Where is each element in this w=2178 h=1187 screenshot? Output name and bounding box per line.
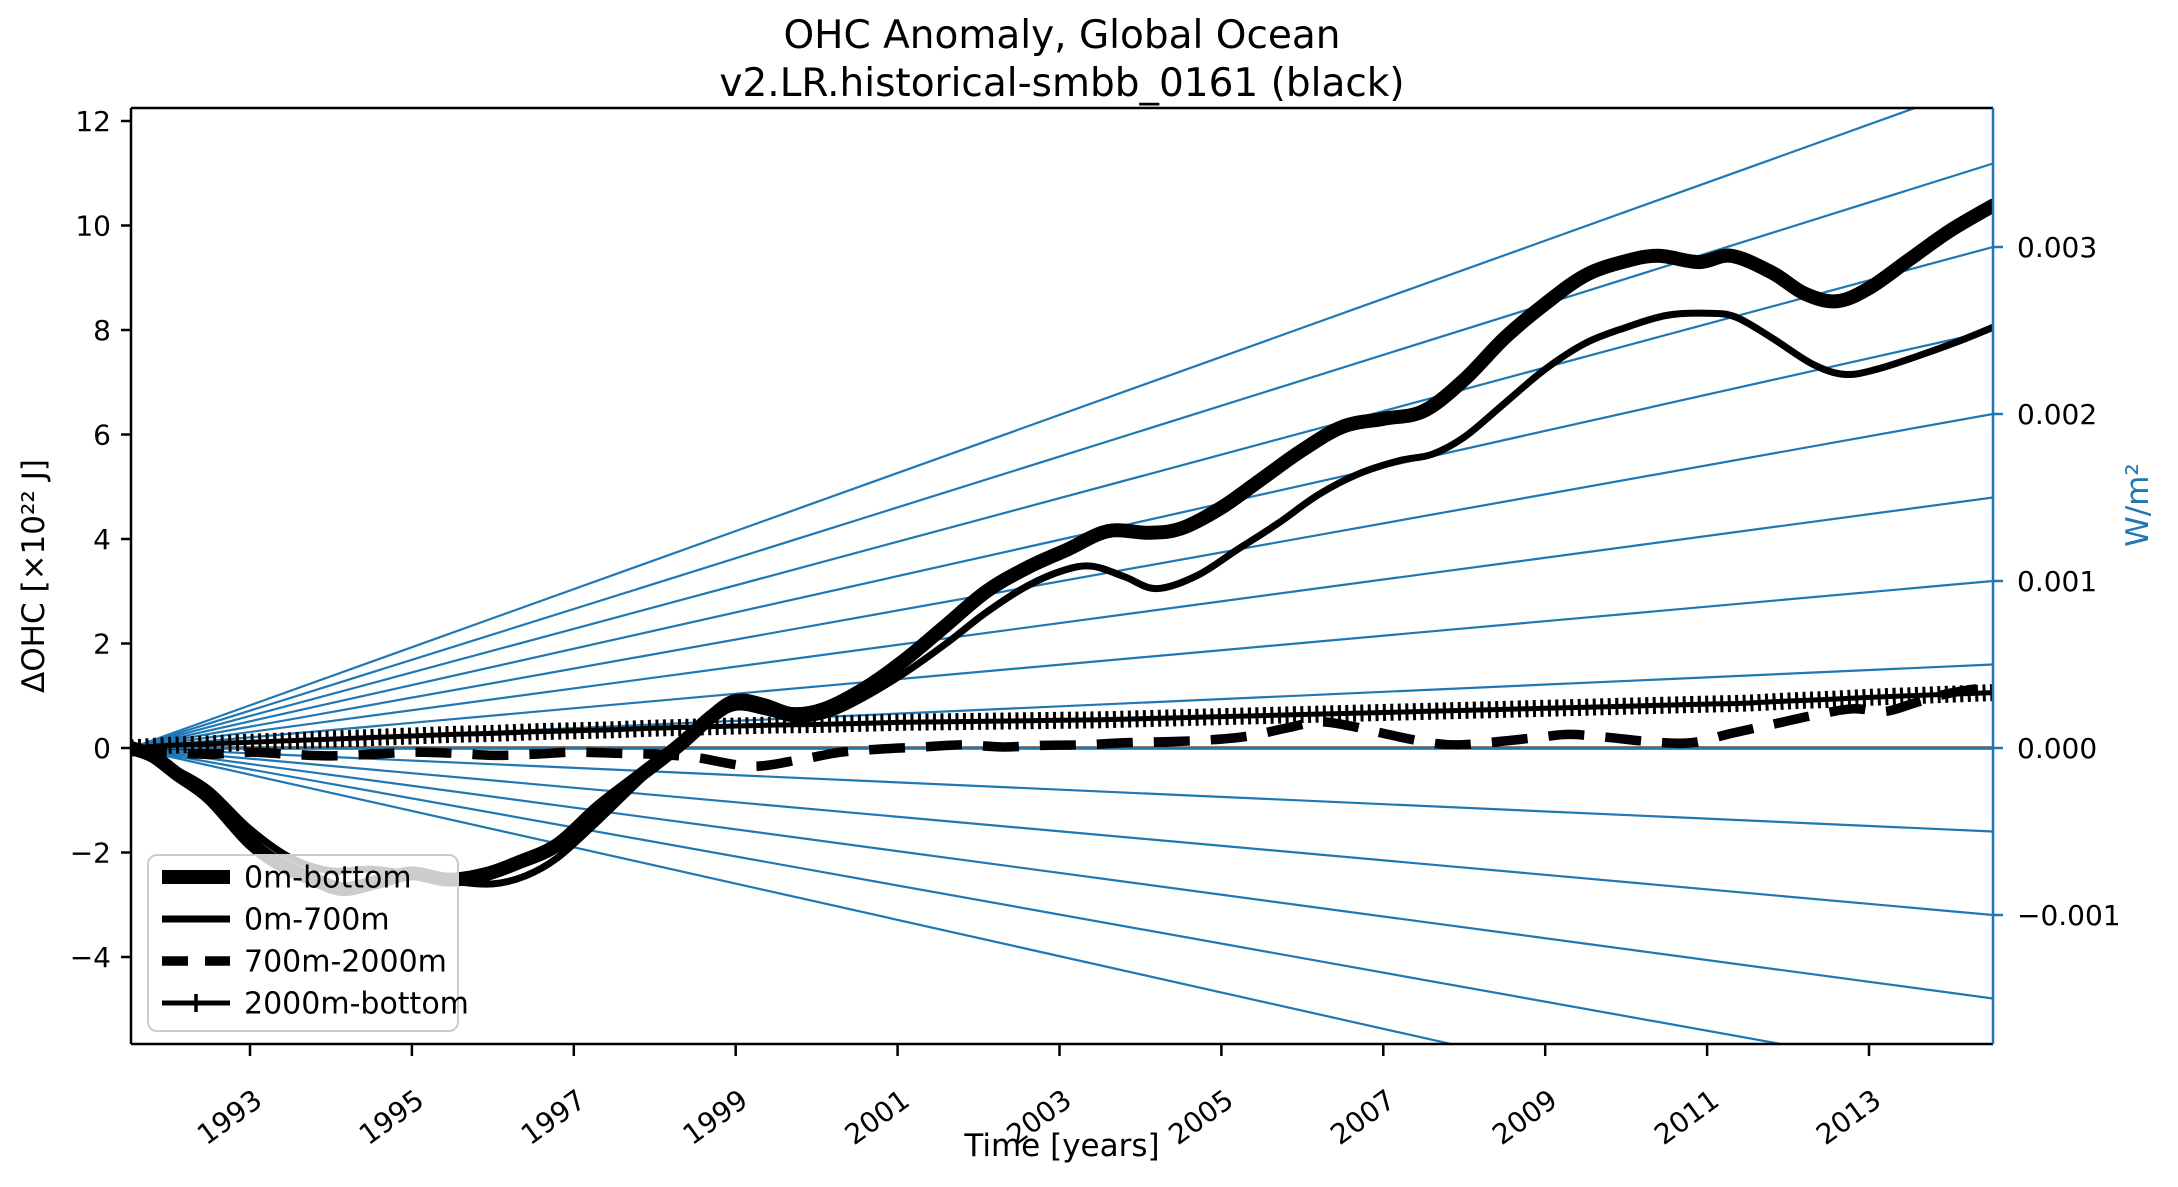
y-left-tick-label: 0 <box>93 732 111 765</box>
y-left-tick-label: 2 <box>93 627 111 660</box>
y-right-tick-label: 0.001 <box>2017 565 2097 598</box>
series-2000m-bottom <box>131 690 1993 751</box>
y-left-tick-label: −4 <box>70 941 111 974</box>
flux-line <box>131 746 1993 833</box>
flux-line <box>131 496 1993 750</box>
y-axis-label-left: ΔOHC [×10²² J] <box>16 459 52 693</box>
y-right-tick-label: 0.002 <box>2017 398 2097 431</box>
flux-line <box>131 412 1993 750</box>
legend: 0m-bottom 0m-700m 700m-2000m 2000m-botto… <box>147 854 469 1032</box>
chart-title-line1: OHC Anomaly, Global Ocean <box>783 13 1340 58</box>
x-tick-label: 2011 <box>1648 1083 1725 1152</box>
x-tick-label: 2005 <box>1162 1083 1239 1152</box>
legend-label-0m-700m: 0m-700m <box>244 903 390 938</box>
x-tick-label: 1995 <box>353 1083 430 1152</box>
flux-line <box>131 746 1457 1044</box>
legend-line-samples <box>162 870 230 1012</box>
x-tick-label: 1993 <box>191 1083 268 1152</box>
flux-line <box>131 245 1993 750</box>
x-tick-label: 2013 <box>1810 1083 1887 1152</box>
y-right-tick-label: −0.001 <box>2017 899 2121 932</box>
y-right-tick-label: 0.000 <box>2017 732 2097 765</box>
x-tick-label: 2009 <box>1486 1083 1563 1152</box>
y-left-tick-label: 10 <box>75 209 111 242</box>
y-axis-label-right: W/m² <box>2120 463 2156 547</box>
x-tick-label: 1997 <box>515 1083 592 1152</box>
legend-label-2000m-bottom: 2000m-bottom <box>244 987 469 1022</box>
legend-frame <box>147 854 459 1032</box>
legend-label-0m-bottom: 0m-bottom <box>244 861 412 896</box>
x-axis-label: Time [years] <box>963 1128 1159 1164</box>
flux-line <box>131 746 1788 1044</box>
flux-line <box>131 746 1993 1000</box>
flux-line <box>131 329 1993 750</box>
legend-label-700m-2000m: 700m-2000m <box>244 945 447 980</box>
y-left-tick-label: 6 <box>93 418 111 451</box>
x-tick-label: 1999 <box>677 1083 754 1152</box>
y-right-tick-label: 0.003 <box>2017 231 2097 264</box>
flux-line <box>131 746 1993 917</box>
y-left-tick-label: −2 <box>70 836 111 869</box>
x-tick-label: 2007 <box>1324 1083 1401 1152</box>
flux-line <box>131 108 1919 750</box>
series-700m-2000m <box>131 681 1993 772</box>
y-left-tick-label: 4 <box>93 523 111 556</box>
flux-line <box>131 162 1993 750</box>
y-left-tick-label: 12 <box>75 105 111 138</box>
x-tick-label: 2001 <box>839 1083 916 1152</box>
chart-title-line2: v2.LR.historical-smbb_0161 (black) <box>719 61 1404 106</box>
flux-line <box>131 579 1993 750</box>
y-left-tick-label: 8 <box>93 314 111 347</box>
